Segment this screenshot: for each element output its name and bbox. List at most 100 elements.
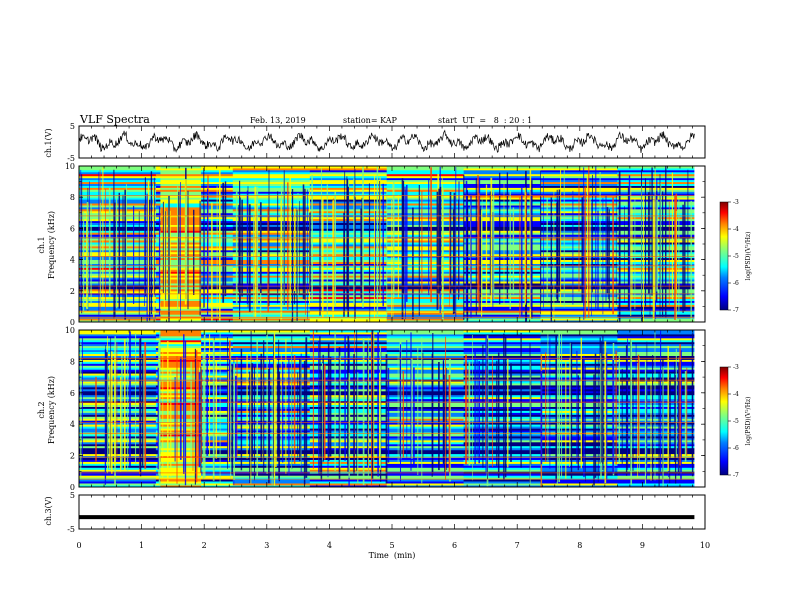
ch1-spectrogram-cell	[386, 244, 465, 247]
ch1-spectrogram-cell	[232, 249, 311, 253]
ch2-spectrogram-cell	[386, 457, 465, 460]
ch2-spectrogram-burst-cell	[160, 349, 202, 352]
ch1-spectrogram-cell	[232, 300, 311, 303]
ch2-spectrogram-cell	[617, 404, 695, 407]
ch1-spectrogram-cell	[540, 294, 618, 298]
ch1-spectrogram-cell	[232, 173, 311, 177]
ch1-spectrogram-cell	[463, 234, 541, 237]
ch2-spectrogram-cell	[617, 410, 695, 413]
ch2-spectrogram-cell	[79, 479, 157, 482]
ch2-spectrogram-cell	[386, 437, 465, 441]
ch2-spectrogram-cell	[463, 386, 541, 390]
ch1-spectrogram-cell	[232, 318, 311, 321]
ch1-spectrogram-cell	[232, 263, 311, 266]
ch1-spectrogram-cell	[232, 265, 311, 268]
ch1-spectrogram-cell	[79, 263, 157, 266]
ch2-spectrogram-burst-cell	[160, 475, 202, 478]
ch2-spectrogram-cell	[463, 377, 541, 380]
ch1-spectrogram-cell	[232, 320, 311, 323]
ch2-spectrogram-cell	[463, 422, 541, 425]
ch2-spectrogram-cell	[232, 483, 311, 486]
ch1-spectrogram-burst-cell	[160, 171, 202, 175]
ch2-spectrogram-cell	[463, 445, 541, 449]
ch1-spectrogram-cell	[617, 314, 695, 317]
ch2-spectrogram-cell	[540, 426, 618, 429]
ch2-spectrogram-cell	[79, 422, 157, 425]
x-tick-label: 8	[577, 541, 582, 550]
ch2-colorbar-tick-label: -5	[733, 418, 739, 425]
ch1-spectrogram-cell	[79, 179, 157, 183]
ch1-spectrogram-cell	[617, 175, 695, 179]
ch1-spectrogram-cell	[79, 173, 157, 177]
ch1-spectrogram-cell	[540, 302, 618, 305]
ch2-spectrogram-cell	[232, 469, 311, 472]
ch1-spectrogram-cell	[463, 171, 541, 175]
ch2-spectrogram-cell	[386, 426, 465, 429]
ch2-spectrogram-cell	[386, 369, 465, 372]
ch2-spectrogram-cell	[463, 345, 541, 349]
ch2-spectrogram-cell	[309, 485, 388, 488]
ch2-spectrogram-cell	[79, 371, 157, 374]
ch1-spectrogram-cell	[386, 302, 465, 305]
ch1-spectrogram-cell	[79, 320, 157, 323]
ch3-waveform-panel: 5 -5	[67, 491, 706, 534]
ch2-spectrogram-cell	[232, 436, 311, 439]
ch1-spectrogram-cell	[386, 173, 465, 177]
ch2-spectrogram-cell	[232, 443, 311, 447]
x-tick-label: 0	[76, 541, 81, 550]
ch1-spectrogram-cell	[232, 288, 311, 292]
ch2-spectrogram-cell	[540, 357, 618, 360]
ch2-spectrogram-cell	[232, 426, 311, 429]
ch2-spectrogram-cell	[232, 373, 311, 376]
ch1-spectrogram-cell	[79, 216, 157, 220]
ch1-spectrogram-cell	[79, 171, 157, 175]
ch1-spectrogram-cell	[386, 179, 465, 183]
ch1-spectrogram-cell	[232, 240, 311, 243]
ch1-spectrogram-cell	[386, 318, 465, 321]
x-axis-label: Time (min)	[369, 551, 416, 560]
ch2-spectrogram-cell	[232, 353, 311, 356]
ch2-spectrogram-cell	[617, 428, 695, 431]
ch1-spectrogram-cell	[386, 220, 465, 223]
ch2-spectrogram-cell	[617, 477, 695, 480]
ch1-spectrogram-cell	[309, 166, 388, 169]
ch2-spectrogram-cell	[386, 351, 465, 354]
ch1-spectrogram-cell	[79, 247, 157, 251]
ch2-spectrogram-cell	[386, 349, 465, 352]
ch1-spectrogram-cell	[386, 228, 465, 231]
ch2-spectrogram-cell	[232, 424, 311, 427]
ch2-spectrogram-cell	[232, 461, 311, 464]
ch1-spectrogram-cell	[463, 298, 541, 301]
ch2-spectrogram-cell	[309, 332, 388, 335]
ch1-spectrogram-cell	[386, 195, 465, 198]
ch1-spectrogram-cell	[463, 173, 541, 177]
ch2-spectrogram-ylabel-channel: ch.2	[37, 401, 46, 418]
ch1-spectrogram-cell	[386, 166, 465, 169]
ch1-spectrogram-cell	[617, 185, 695, 188]
ch1-spectrogram-cell	[232, 210, 311, 214]
ch2-spectrogram-cell	[463, 394, 541, 398]
ch2-spectrogram-cell	[617, 436, 695, 439]
ch2-spectrogram-cell	[386, 390, 465, 394]
ch2-spectrogram-cell	[540, 436, 618, 439]
ch1-spectrogram-cell	[463, 257, 541, 260]
ch2-spectrogram-cell	[540, 443, 618, 447]
ch2-spectrogram-cell	[463, 451, 541, 455]
ch2-spectrogram-cell	[617, 357, 695, 360]
ch2-spectrogram-cell	[463, 406, 541, 409]
ch1-spectrogram-cell	[79, 271, 157, 274]
ch2-spectrogram-cell	[232, 333, 311, 337]
ch2-spectrogram-cell	[540, 485, 618, 488]
ch1-spectrogram-cell	[386, 169, 465, 173]
ch2-spectrogram-cell	[386, 477, 465, 480]
ch2-spectrogram-cell	[540, 355, 618, 358]
ch2-colorbar: -3 -4 -5 -6 -7 log(PSD)(V²/Hz)	[719, 364, 752, 479]
ch1-spectrogram-cell	[79, 318, 157, 321]
ch2-spectrogram-cell	[463, 383, 541, 386]
ch2-spectrogram-cell	[79, 408, 157, 411]
ch1-spectrogram-cell	[617, 304, 695, 307]
ch1-waveform-panel: 5 -5	[67, 122, 706, 163]
ch2-spectrogram-cell	[386, 430, 465, 433]
ch2-spectrogram-cell	[617, 451, 695, 455]
